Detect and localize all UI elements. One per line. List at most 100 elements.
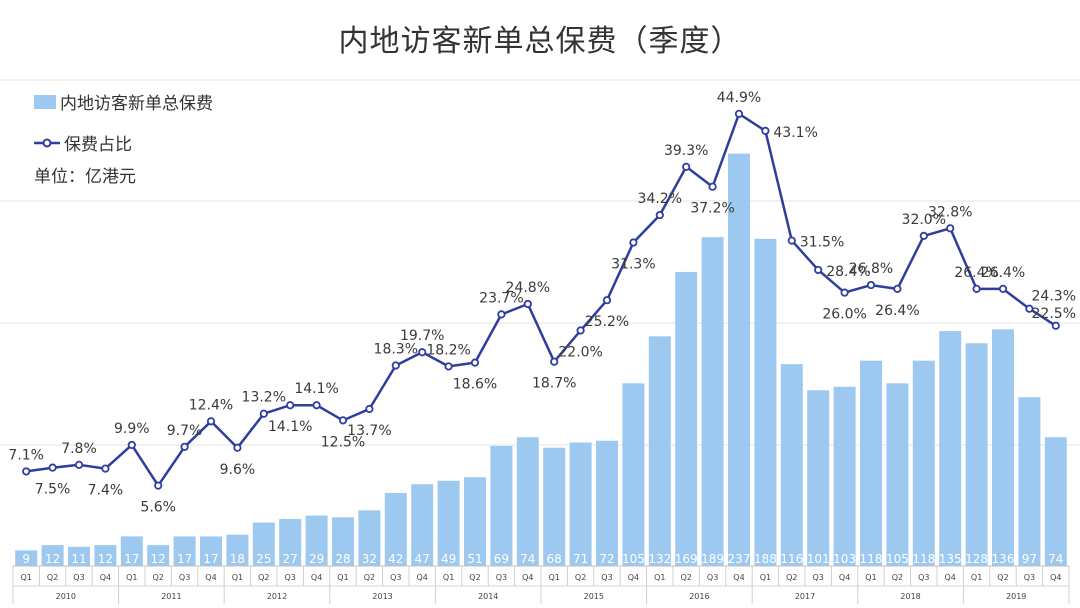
x-tick-label: Q4 xyxy=(522,573,533,582)
bar-value-label: 68 xyxy=(547,552,562,566)
line-point xyxy=(576,326,585,335)
line-point xyxy=(233,443,242,452)
x-tick-label: Q1 xyxy=(760,573,771,582)
line-value-label: 24.8% xyxy=(506,280,550,296)
line-value-label: 19.7% xyxy=(400,328,444,344)
line-value-label: 32.0% xyxy=(902,212,946,228)
x-year-label: 2014 xyxy=(478,592,498,601)
bar xyxy=(384,492,407,566)
line-point xyxy=(286,401,295,410)
legend-bar-item: 内地访客新单总保费 xyxy=(34,89,213,114)
bar-value-label: 17 xyxy=(203,552,218,566)
bar-value-label: 101 xyxy=(807,552,830,566)
line-point xyxy=(365,404,374,414)
line-value-label: 26.4% xyxy=(954,265,998,281)
line-value-label: 26.0% xyxy=(822,307,866,323)
bar-value-label: 136 xyxy=(992,552,1015,566)
bar-value-label: 97 xyxy=(1022,552,1037,566)
bar xyxy=(173,536,196,566)
bar-value-label: 118 xyxy=(860,552,883,566)
bar-value-label: 17 xyxy=(124,552,139,566)
line-value-label: 28.4% xyxy=(826,264,870,280)
bar xyxy=(490,445,513,566)
x-tick-label: Q2 xyxy=(786,573,797,582)
line-point xyxy=(761,126,770,135)
line-value-label: 7.5% xyxy=(35,482,71,498)
bar-value-label: 49 xyxy=(441,552,456,566)
bar xyxy=(120,536,143,566)
line-value-label: 13.2% xyxy=(242,390,286,406)
bar xyxy=(728,153,750,566)
line-point xyxy=(734,109,744,118)
line-point xyxy=(206,417,216,426)
bar xyxy=(648,336,671,566)
x-year-label: 2018 xyxy=(900,592,920,601)
x-year-label: 2013 xyxy=(372,592,392,601)
line-point xyxy=(893,284,902,293)
line-point xyxy=(946,224,955,233)
line-point xyxy=(418,348,427,357)
bar-value-label: 28 xyxy=(335,552,350,566)
bar xyxy=(411,484,434,566)
line-value-label: 26.8% xyxy=(849,261,893,277)
bar-value-label: 32 xyxy=(362,552,377,566)
bar-value-label: 51 xyxy=(467,552,482,566)
bar-value-label: 116 xyxy=(780,552,803,566)
bar xyxy=(622,383,645,566)
bar xyxy=(252,522,275,566)
bar xyxy=(860,360,882,566)
line-point xyxy=(74,460,84,469)
bar xyxy=(305,515,328,566)
bar-value-label: 74 xyxy=(520,552,535,566)
x-tick-label: Q4 xyxy=(839,573,850,582)
line-point xyxy=(154,481,163,490)
line-value-label: 9.9% xyxy=(114,421,150,437)
bar xyxy=(543,447,566,566)
x-tick-label: Q4 xyxy=(205,573,216,582)
line-value-label: 13.7% xyxy=(347,423,391,439)
line-value-label: 32.8% xyxy=(928,204,972,220)
line-point xyxy=(998,284,1008,293)
bar-value-label: 74 xyxy=(1048,552,1063,566)
bar xyxy=(992,329,1014,566)
line-value-label: 14.1% xyxy=(268,419,312,435)
bar-value-label: 11 xyxy=(71,552,86,566)
bar xyxy=(1018,397,1041,566)
x-tick-label: Q2 xyxy=(364,573,375,582)
line-point xyxy=(682,162,691,171)
line-value-label: 7.1% xyxy=(8,447,44,463)
line-value-label: 23.7% xyxy=(479,290,523,306)
line-value-label: 31.5% xyxy=(800,235,844,251)
x-year-label: 2016 xyxy=(689,592,709,601)
x-year-label: 2011 xyxy=(161,592,181,601)
bar xyxy=(464,477,486,566)
bar xyxy=(15,550,38,566)
line-value-label: 22.5% xyxy=(1032,306,1076,322)
x-tick-label: Q2 xyxy=(892,573,903,582)
bar-value-label: 25 xyxy=(256,552,271,566)
bar-value-label: 18 xyxy=(230,552,245,566)
bar xyxy=(939,331,962,566)
x-tick-label: Q2 xyxy=(258,573,269,582)
x-tick-label: Q2 xyxy=(47,573,58,582)
line-point xyxy=(1051,321,1060,330)
bar xyxy=(94,545,117,566)
line-point xyxy=(602,296,612,305)
bar xyxy=(68,546,90,566)
x-tick-label: Q3 xyxy=(496,573,507,582)
line-point xyxy=(655,210,664,220)
line-point xyxy=(22,467,31,476)
line-point xyxy=(840,288,849,297)
bar xyxy=(516,437,539,566)
x-tick-label: Q2 xyxy=(575,573,586,582)
x-tick-label: Q3 xyxy=(179,573,190,582)
line-point xyxy=(919,231,928,240)
line-value-label: 9.6% xyxy=(220,462,256,478)
line-point xyxy=(127,440,136,450)
line-value-label: 43.1% xyxy=(773,125,817,141)
bar-value-label: 17 xyxy=(177,552,192,566)
line-point xyxy=(550,357,559,366)
x-tick-label: Q1 xyxy=(232,573,243,582)
x-tick-label: Q4 xyxy=(628,573,639,582)
bar-value-label: 169 xyxy=(675,552,698,566)
